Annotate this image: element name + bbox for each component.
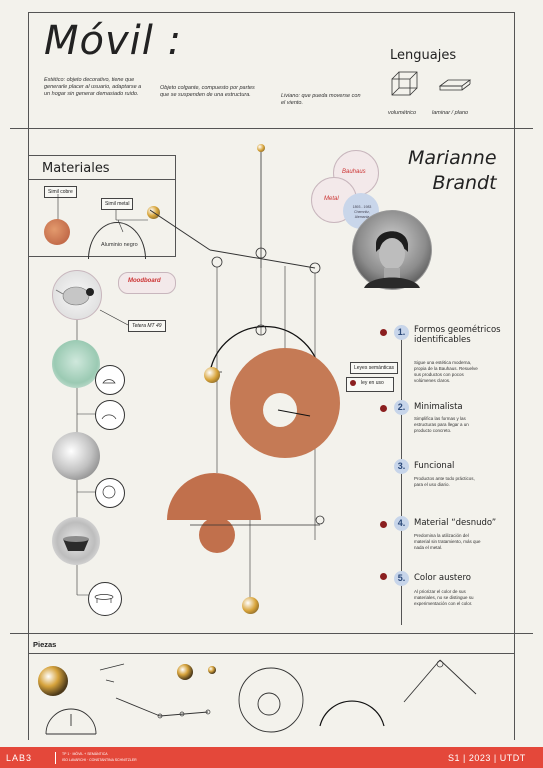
- label-aluminio: Aluminio negro: [101, 242, 138, 248]
- mobile-sphere-mid: [204, 367, 220, 383]
- top-rule: [28, 12, 514, 13]
- piezas-parts: [38, 659, 477, 735]
- footer-separator: [55, 752, 56, 764]
- moodboard-label: Moodboard: [128, 278, 161, 284]
- principle-4-desc: Predomina la utilización del material si…: [414, 533, 481, 550]
- principle-1-number: 1.: [394, 325, 409, 340]
- mobile-sphere-top: [257, 144, 265, 152]
- principle-5-number: 5.: [394, 571, 409, 586]
- principle-4-title: Material “desnudo”: [414, 518, 497, 528]
- principle-3-number: 3.: [394, 459, 409, 474]
- bauhaus-label: Bauhaus: [342, 169, 366, 175]
- footer-course-line2: ISO LAVARCHI · CONSTANTINA SCHNITZLER: [62, 758, 137, 762]
- sheet-icon: [438, 79, 472, 91]
- moodboard-sphere-image: [52, 432, 100, 480]
- bowl-icon: [63, 536, 89, 551]
- designer-first-name: Marianne: [408, 147, 497, 169]
- teapot-icon: [55, 286, 94, 306]
- dates-text: 1893 - 1983: [352, 205, 372, 209]
- principles-line: [401, 325, 402, 625]
- principle-4-marker: [380, 521, 387, 528]
- header-divider: [10, 128, 533, 129]
- footer-lab: LAB3: [6, 753, 33, 763]
- footer-course-line1: TP 1 · MÓVIL + SEMÁNTICA: [62, 752, 108, 756]
- label-simil-metal: Simil metal: [101, 198, 134, 210]
- moodboard-arc-icon: [95, 400, 125, 430]
- right-rule: [514, 12, 515, 740]
- moodboard-tray-icon: [88, 582, 122, 616]
- place-text: Chemnitz, Alemania: [354, 210, 370, 219]
- principle-5-marker: [380, 573, 387, 580]
- ley-en-uso-text: ley en uso: [361, 380, 384, 386]
- principle-1-marker: [380, 329, 387, 336]
- label-laminar: laminar / plano: [432, 110, 469, 116]
- principle-1-desc: Sigue una estética moderna, propia de la…: [414, 360, 478, 383]
- legend-ley-en-uso: ley en uso: [346, 377, 394, 392]
- ring-icon: [102, 485, 116, 499]
- principle-3-desc: Productos ante todo prácticos, para el u…: [414, 476, 475, 487]
- page-title: Móvil :: [44, 18, 183, 64]
- label-leyes-semanticas: Leyes semánticas: [350, 362, 399, 374]
- principle-2-title: Minimalista: [414, 402, 463, 412]
- principle-5-desc: Al priorizar el color de sus materiales,…: [414, 589, 474, 606]
- label-simil-cobre: Simil cobre: [44, 186, 77, 198]
- lenguajes-title: Lenguajes: [390, 48, 457, 63]
- half-disc-icon: [102, 379, 116, 384]
- moodboard-circle-icon: [95, 478, 125, 508]
- metal-label: Metal: [324, 196, 339, 202]
- principle-5-title: Color austero: [414, 573, 471, 583]
- mobile-sculpture: [150, 150, 340, 600]
- piezas-title: Piezas: [33, 640, 57, 649]
- tray-icon: [94, 594, 114, 603]
- principle-2-desc: Simplifica las formas y las estructuras …: [414, 416, 469, 433]
- piezas-divider: [10, 633, 533, 634]
- ley-bullet-icon: [350, 380, 356, 386]
- principle-1-title: Formos geométricos identificables: [414, 325, 501, 345]
- cube-icon: [391, 71, 418, 96]
- mobile-sphere-bottom: [242, 597, 259, 614]
- piezas-underline: [28, 653, 514, 654]
- left-rule: [28, 12, 29, 740]
- materiales-title: Materiales: [42, 161, 110, 176]
- definition-colgante: Objeto colgante, compuesto por partes qu…: [160, 85, 255, 98]
- moodboard-green-object: [52, 340, 100, 388]
- designer-name: Marianne Brandt: [408, 146, 497, 196]
- portrait-face: [364, 231, 420, 288]
- footer-bar: LAB3 TP 1 · MÓVIL + SEMÁNTICA ISO LAVARC…: [0, 747, 543, 768]
- label-tetera: Tetera MT 49: [128, 320, 166, 332]
- principle-3-title: Funcional: [414, 461, 455, 471]
- principle-4-number: 4.: [394, 516, 409, 531]
- footer-term: S1 | 2023 | UTDT: [448, 753, 526, 763]
- definition-liviano: Liviano: que pueda moverse con el viento…: [281, 93, 361, 106]
- copper-swatch: [44, 219, 70, 245]
- moodboard-label-box: [118, 272, 176, 294]
- definition-estetico: Estético: objeto decorativo, tiene que g…: [44, 77, 142, 97]
- principle-2-number: 2.: [394, 400, 409, 415]
- designer-last-name: Brandt: [432, 172, 497, 194]
- principle-2-marker: [380, 405, 387, 412]
- designer-dates: 1893 - 1983 Chemnitz, Alemania: [348, 205, 376, 220]
- label-volumetrico: volumétrico: [388, 110, 417, 116]
- materiales-underline: [28, 179, 175, 180]
- arc-icon: [101, 414, 117, 420]
